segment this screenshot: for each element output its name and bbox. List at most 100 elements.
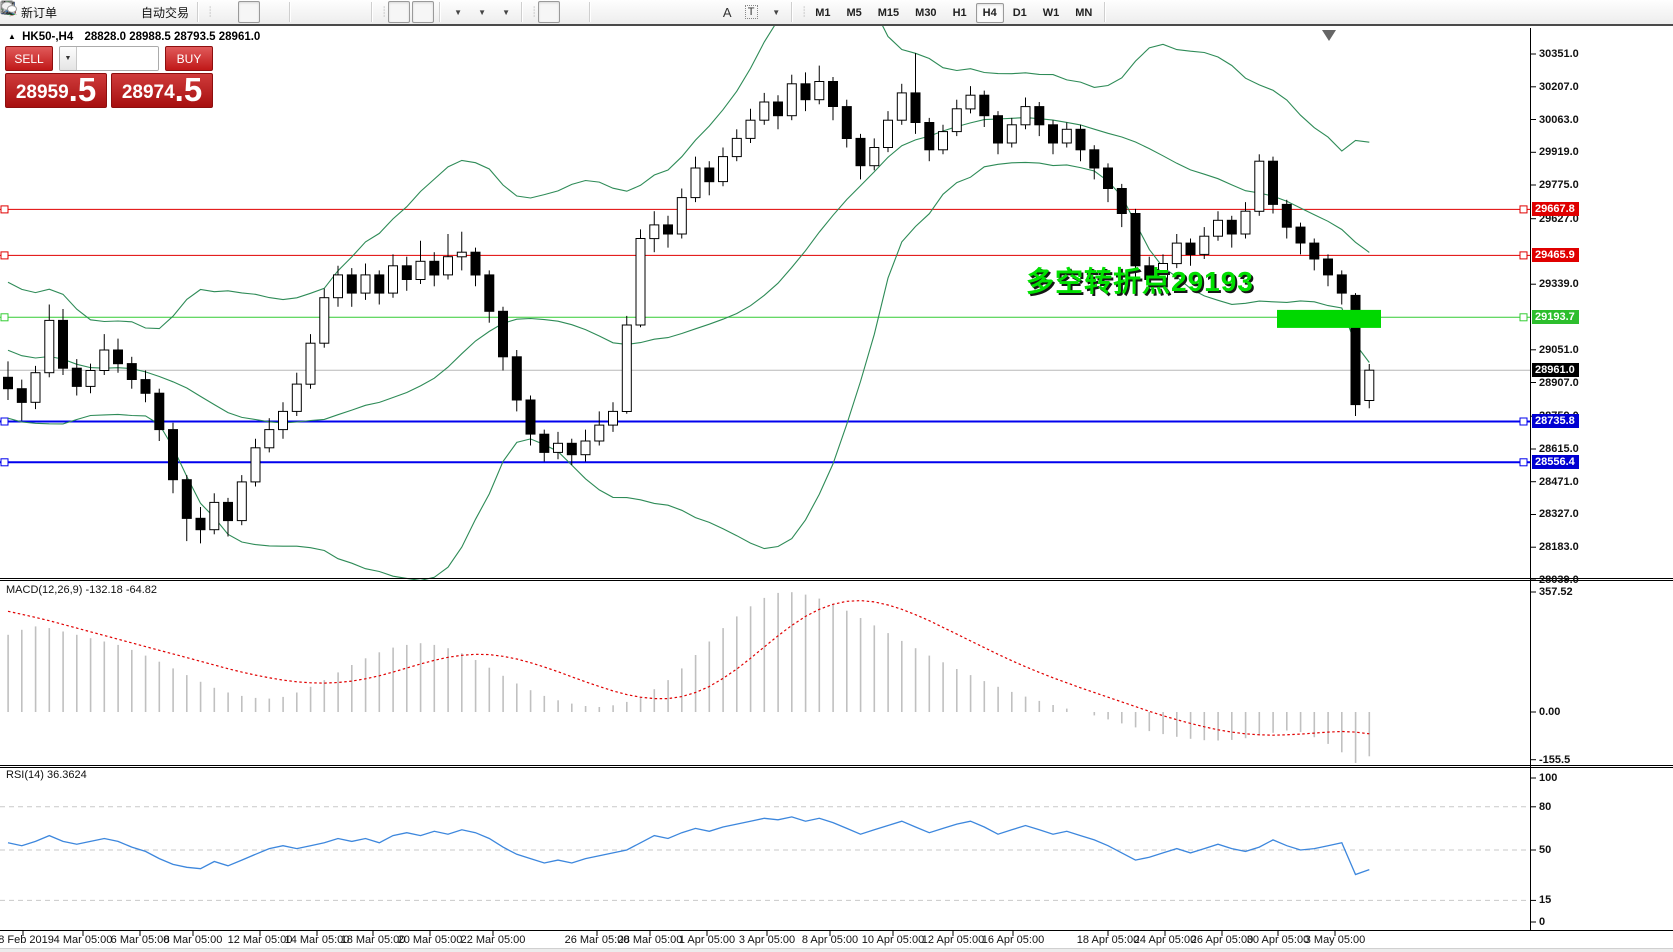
chat-icon[interactable] [1,1,1664,23]
trendline-tool-button[interactable] [2,1,666,23]
crosshair-tool-button[interactable] [2,1,584,23]
macd-histogram-bar [722,628,724,712]
auto-scroll-toggle[interactable] [1,1,411,23]
candle-body [71,367,82,387]
separator [791,2,794,22]
volume-input[interactable] [77,47,158,70]
candle-body [1020,106,1031,126]
line-handle[interactable] [1519,417,1528,426]
auto-trading-button[interactable]: 自动交易 [0,1,192,23]
timeframe-button-m30[interactable]: M30 [915,7,937,19]
line-handle[interactable] [0,458,9,467]
sell-button[interactable]: SELL [5,46,53,71]
macd-histogram-bar [1341,712,1343,753]
macd-histogram-bar [364,658,367,712]
macd-histogram-bar [48,628,51,712]
timeframe-button-h1[interactable]: H1 [952,7,967,19]
line-handle[interactable] [1519,458,1528,467]
macd-histogram-bar [859,618,862,712]
candle-body [896,92,907,121]
macd-histogram-bar [337,672,339,712]
macd-histogram-bar [1272,712,1274,733]
timeframe-button-mn[interactable]: MN [1075,7,1093,19]
bottom-strip [0,948,1673,952]
buy-price-display[interactable]: 28974.5 [111,73,213,108]
search-icon[interactable] [2,1,1640,23]
macd-histogram-bar [983,681,986,712]
new-order-button[interactable]: 新订单 [1,0,60,23]
indicators-button[interactable]: ▼ [0,1,516,23]
bar-chart-mode-button[interactable] [1,1,236,23]
candle-body [429,260,440,276]
macd-histogram-bar [241,695,243,712]
macd-histogram-bar [832,603,834,712]
chart-shift-marker[interactable] [1322,30,1336,41]
period-button[interactable]: ▼ [1,1,492,23]
chart-shift-toggle[interactable] [2,1,435,23]
pivot-rectangle-annotation[interactable] [1277,309,1381,328]
candle-body [1089,149,1100,169]
buy-button[interactable]: BUY [165,46,213,71]
text-tool-button[interactable]: A [716,1,738,23]
macd-histogram-bar [681,668,683,712]
text-label-tool-button[interactable]: T [740,1,762,23]
macd-histogram-bar [708,641,711,712]
timeframe-button-m1[interactable]: M1 [815,7,831,19]
candle-body [1171,242,1182,265]
line-handle[interactable] [0,417,9,426]
macd-histogram-bar [199,681,202,712]
candle-body [1199,235,1210,255]
candlestick-mode-button[interactable] [2,1,261,23]
separator [371,2,374,22]
macd-histogram-bar [571,703,573,712]
tile-windows-button[interactable] [1,1,366,23]
line-handle[interactable] [1519,251,1528,260]
timeframe-button-m15[interactable]: M15 [877,7,900,19]
cursor-tool-button[interactable] [4,1,561,23]
volume-decrease-button[interactable]: ▼ [60,47,77,70]
market-watch-icon[interactable] [1,1,108,23]
candle-body [1075,128,1086,151]
timeframe-button-w1[interactable]: W1 [1042,7,1060,19]
macd-histogram-bar [1038,700,1041,712]
candle-body [1048,124,1058,144]
arrows-tool-button[interactable]: ▼ [3,1,786,23]
zoom-out-button[interactable] [2,1,342,23]
timeframe-button-h4[interactable]: H4 [975,3,1004,23]
new-chart-button[interactable]: ▼ [0,1,468,23]
macd-histogram-bar [213,687,216,712]
line-handle[interactable] [1519,205,1528,214]
macd-histogram-bar [667,680,669,712]
signals-icon[interactable] [1,1,132,23]
macd-histogram-bar [1052,705,1054,712]
chevron-down-icon: ▼ [502,7,511,17]
line-handle[interactable] [1519,313,1528,322]
toolbar-grip: ┊ [207,6,213,18]
macd-histogram-bar [447,648,449,712]
candle-body [704,167,715,183]
macd-histogram-bar [172,668,174,712]
macd-histogram-bar [186,675,188,712]
zoom-in-button[interactable] [2,1,318,23]
buy-price-pips: .5 [174,71,203,108]
timeframe-button-d1[interactable]: D1 [1012,7,1027,19]
macd-histogram-bar [969,675,972,712]
line-handle[interactable] [0,251,9,260]
line-handle[interactable] [0,313,9,322]
macd-histogram-bar [131,649,133,712]
separator [1104,2,1107,22]
channel-tool-button[interactable]: E [1,1,690,23]
vertical-line-tool-button[interactable] [7,1,618,23]
line-chart-mode-button[interactable] [1,1,284,23]
candle-body [374,274,385,294]
metaeditor-icon[interactable] [2,1,84,23]
sell-price-display[interactable]: 28959.5 [5,73,107,108]
horizontal-line-tool-button[interactable] [1,1,642,23]
timeframe-button-m5[interactable]: M5 [846,7,862,19]
fibonacci-tool-button[interactable]: F [2,1,714,23]
line-handle[interactable] [0,205,9,214]
candle-body [58,319,68,369]
candle-body [1240,210,1251,235]
macd-histogram-bar [557,700,559,712]
separator [439,2,442,22]
